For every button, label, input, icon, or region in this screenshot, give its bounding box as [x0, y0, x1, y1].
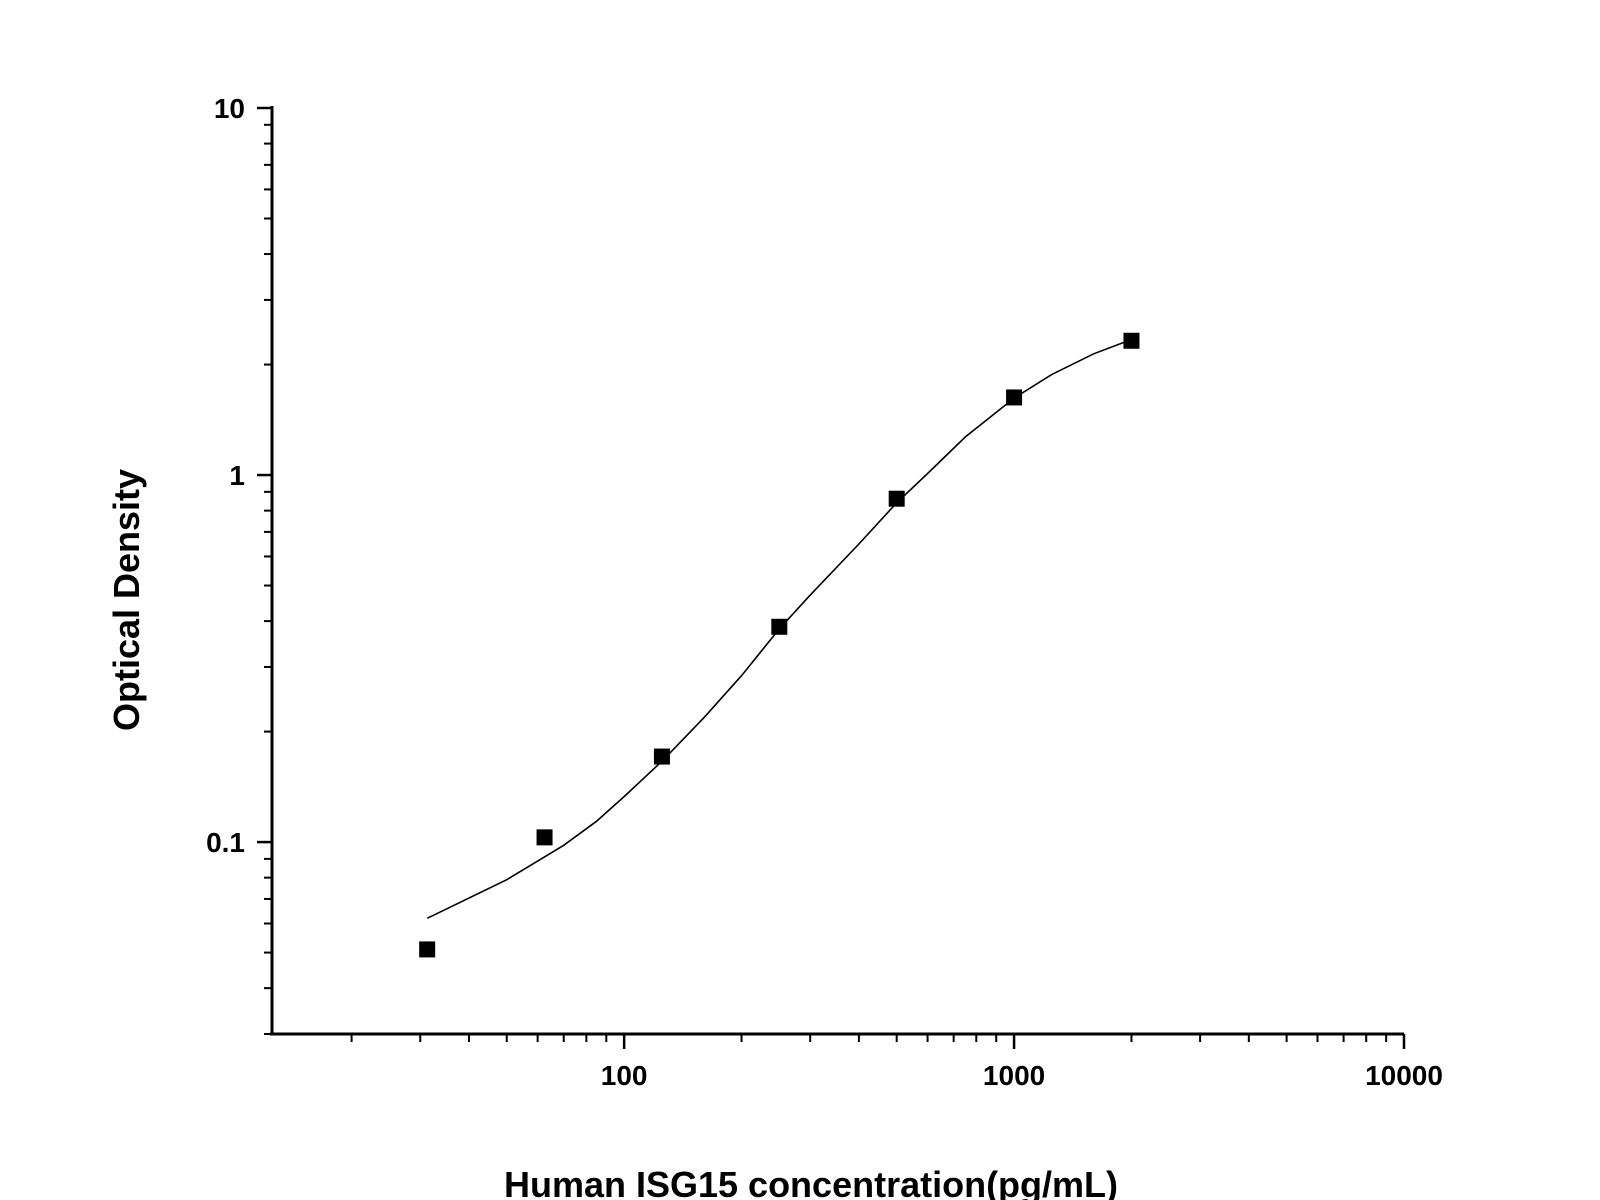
y-tick-label: 0.1	[206, 827, 245, 858]
data-point	[1006, 389, 1023, 406]
x-tick-label: 10000	[1365, 1060, 1443, 1091]
data-point	[653, 748, 670, 765]
major-ticks	[257, 106, 1406, 1049]
y-tick-label: 1	[229, 460, 245, 491]
data-point	[771, 618, 788, 635]
x-tick-labels: 100 1000 10000	[601, 1060, 1443, 1091]
y-tick-labels: 0.1 1 10	[206, 93, 245, 858]
x-tick-label: 100	[601, 1060, 648, 1091]
data-point	[419, 941, 436, 958]
x-tick-label: 1000	[983, 1060, 1045, 1091]
data-point	[536, 829, 553, 846]
y-tick-label: 10	[214, 93, 245, 124]
data-markers	[419, 332, 1140, 958]
data-point	[1123, 332, 1140, 349]
minor-ticks	[264, 123, 1388, 1042]
data-point	[888, 490, 905, 507]
y-axis-title: Optical Density	[106, 469, 147, 731]
x-axis-title: Human ISG15 concentration(pg/mL)	[504, 1164, 1118, 1200]
